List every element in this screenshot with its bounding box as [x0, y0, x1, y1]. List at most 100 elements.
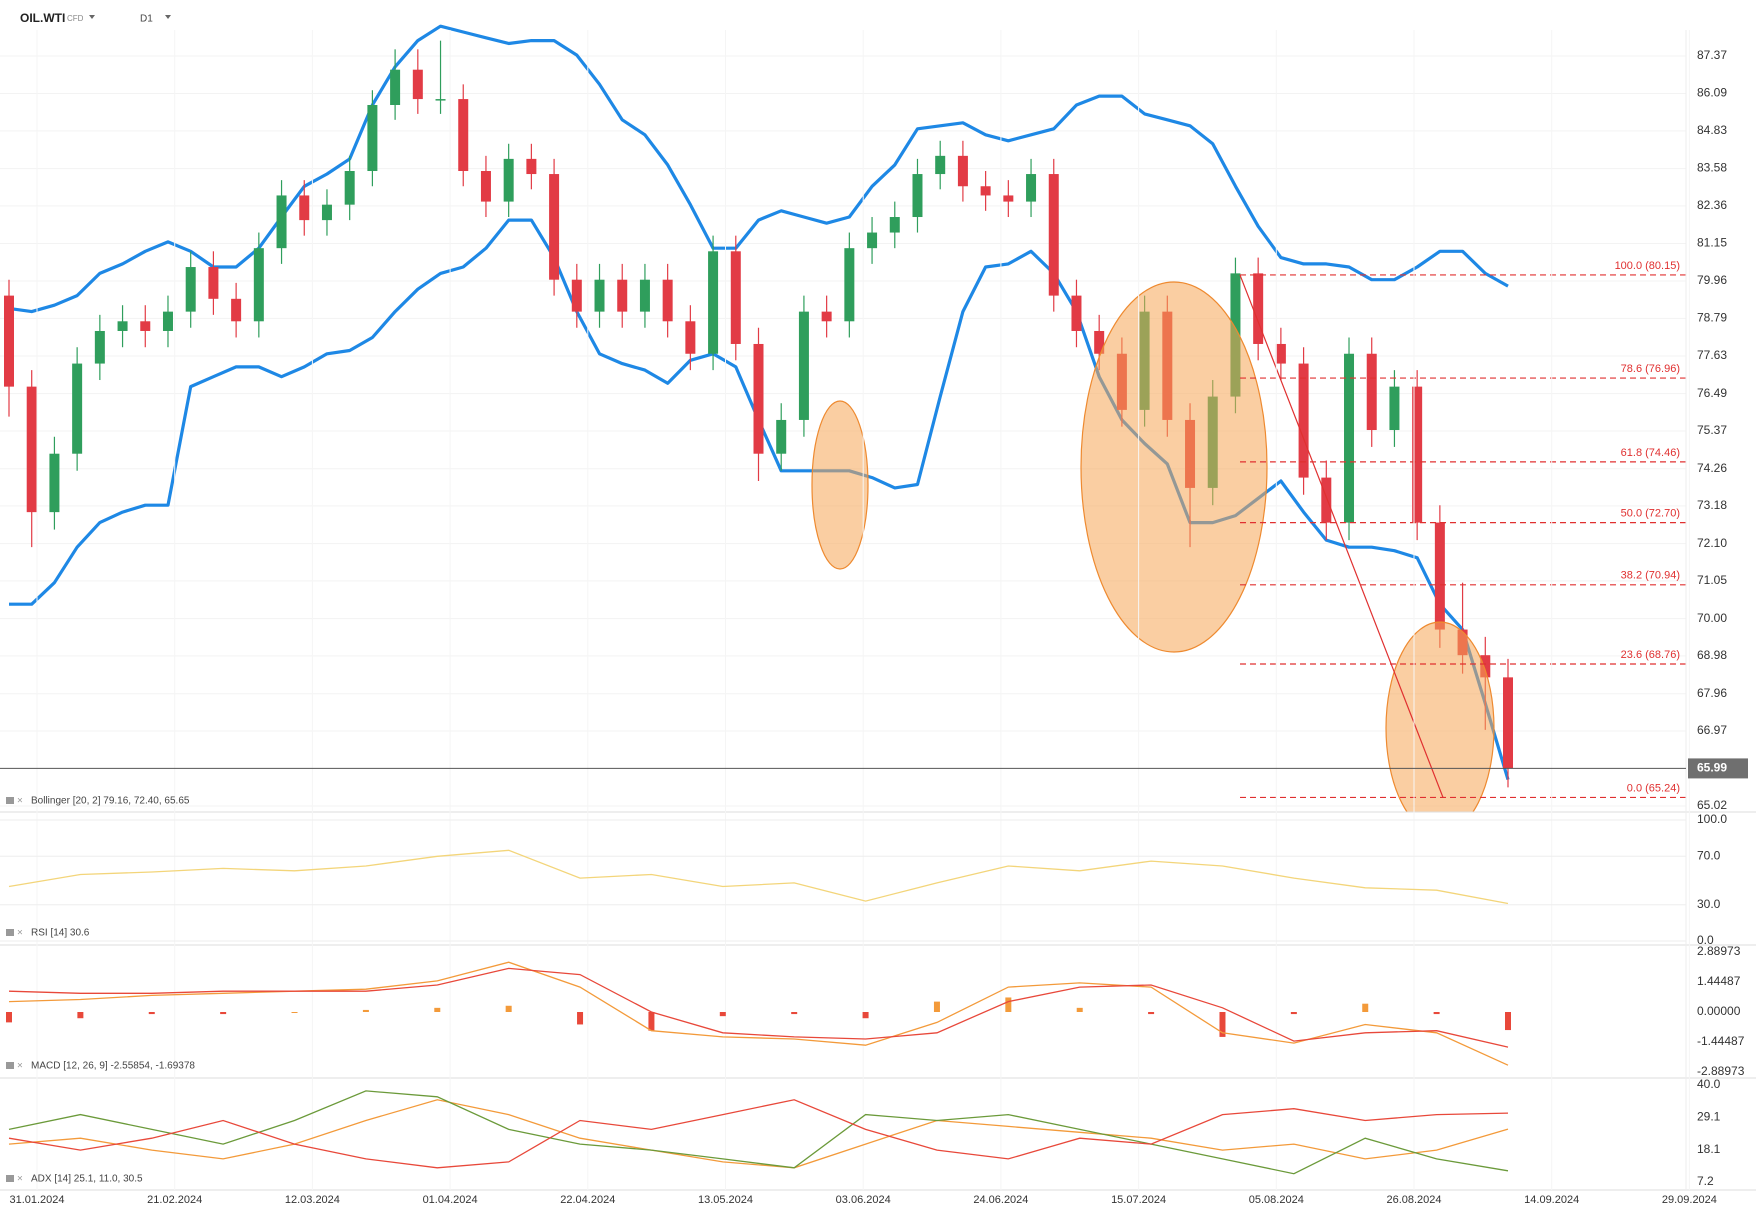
histogram-bar — [291, 1012, 298, 1013]
fib-label: 50.0 (72.70) — [1621, 507, 1680, 519]
fib-label: 78.6 (76.96) — [1621, 363, 1680, 375]
candle-body — [889, 217, 900, 233]
candle-body — [162, 311, 173, 331]
date-label: 03.06.2024 — [836, 1194, 891, 1206]
date-label: 12.03.2024 — [285, 1194, 340, 1206]
symbol-dropdown[interactable] — [89, 15, 95, 19]
indicator-tick-label: 0.0 — [1697, 933, 1714, 947]
candle-body — [1366, 353, 1377, 431]
candle-body — [72, 363, 83, 454]
date-label: 01.04.2024 — [423, 1194, 478, 1206]
indicator-close: × — [17, 1061, 23, 1072]
indicator-label: RSI [14] 30.6 — [31, 928, 90, 939]
histogram-bar — [862, 1012, 869, 1019]
fib-trendline — [1239, 274, 1444, 798]
candle-body — [617, 279, 628, 312]
candle-body — [980, 186, 991, 196]
indicator-line — [8, 961, 1509, 1066]
price-tick-label: 68.98 — [1697, 648, 1727, 662]
overlay: 87.37 86.09 84.83 83.58 82.36 81.15 79.96 78.79… — [0, 30, 1756, 1206]
price-tick-label: 67.96 — [1697, 686, 1727, 700]
histogram-bar — [220, 1012, 227, 1015]
candle-body — [1389, 386, 1400, 431]
candle-body — [321, 204, 332, 221]
indicator-tick-label: 0.00000 — [1697, 1004, 1741, 1018]
candle-body — [117, 321, 128, 331]
histogram-bar — [719, 1012, 726, 1017]
candle-body — [753, 343, 764, 454]
price-tick-label: 74.26 — [1697, 461, 1727, 475]
price-tick-label: 72.10 — [1697, 536, 1727, 550]
date-label: 21.02.2024 — [147, 1194, 202, 1206]
date-label: 29.09.2024 — [1662, 1194, 1717, 1206]
candle-body — [1344, 353, 1355, 523]
indicator-close: × — [17, 1174, 23, 1185]
candle-body — [912, 174, 923, 218]
indicator-tick-label: 29.1 — [1697, 1109, 1721, 1123]
candle-body — [299, 195, 310, 221]
histogram-bar — [1290, 1012, 1297, 1015]
price-tick-label: 66.97 — [1697, 723, 1727, 737]
candle-body — [844, 248, 855, 322]
date-label: 14.09.2024 — [1524, 1194, 1579, 1206]
fib-label: 0.0 (65.24) — [1627, 782, 1680, 794]
histogram-bar — [791, 1012, 798, 1015]
symbol[interactable]: OIL.WTI — [20, 11, 65, 25]
indicator-icon — [6, 797, 14, 804]
fib-label: 23.6 (68.76) — [1621, 649, 1680, 661]
candle-body — [730, 251, 741, 344]
candle-body — [526, 158, 537, 175]
date-label: 26.08.2024 — [1386, 1194, 1441, 1206]
indicator-tick-label: 1.44487 — [1697, 974, 1741, 988]
histogram-bar — [1433, 1012, 1440, 1015]
histogram-bar — [1005, 997, 1012, 1012]
histogram-bar — [1505, 1012, 1511, 1031]
indicator-icon — [6, 1062, 14, 1069]
price-tick-label: 65.02 — [1697, 798, 1727, 812]
candle-body — [344, 171, 355, 205]
candle-body — [1275, 343, 1286, 364]
price-tick-label: 79.96 — [1697, 273, 1727, 287]
indicator-label: MACD [12, 26, 9] -2.55854, -1.69378 — [31, 1061, 195, 1072]
indicator-tick-label: -1.44487 — [1697, 1034, 1745, 1048]
histogram-bar — [577, 1012, 584, 1025]
candle-body — [185, 267, 196, 312]
current-price-label: 65.99 — [1697, 761, 1727, 775]
histogram-bar — [6, 1012, 12, 1023]
histogram-bar — [434, 1007, 441, 1012]
candle-body — [1298, 363, 1309, 478]
price-tick-label: 73.18 — [1697, 498, 1727, 512]
price-tick-label: 81.15 — [1697, 236, 1727, 250]
timeframe-dropdown[interactable] — [165, 15, 171, 19]
candle-body — [957, 155, 968, 187]
indicator-tick-label: 2.88973 — [1697, 944, 1741, 958]
candle-body — [458, 99, 469, 172]
indicator-line — [8, 1099, 1509, 1169]
candle-body — [1321, 477, 1332, 523]
indicator-line — [8, 849, 1509, 905]
candle-body — [935, 155, 946, 175]
price-tick-label: 71.05 — [1697, 573, 1727, 587]
indicator-tick-label: 18.1 — [1697, 1142, 1721, 1156]
fib-label: 38.2 (70.94) — [1621, 570, 1680, 582]
indicator-icon — [6, 929, 14, 936]
candle-body — [1048, 174, 1059, 296]
candle-body — [798, 311, 809, 420]
current-price-box — [1688, 758, 1748, 779]
indicator-label: ADX [14] 25.1, 11.0, 30.5 — [31, 1174, 143, 1185]
candle-body — [503, 158, 514, 202]
candle-body — [1094, 330, 1105, 354]
price-tick-label: 83.58 — [1697, 161, 1727, 175]
candle-body — [26, 386, 37, 513]
indicator-label: Bollinger [20, 2] 79.16, 72.40, 65.65 — [31, 796, 190, 807]
indicator-close: × — [17, 928, 23, 939]
histogram-bar — [1219, 1012, 1226, 1037]
histogram-bar — [505, 1005, 512, 1012]
candle-body — [1026, 174, 1037, 202]
indicator-tick-label: 7.2 — [1697, 1174, 1714, 1188]
date-label: 24.06.2024 — [973, 1194, 1028, 1206]
instrument-type: CFD — [67, 14, 84, 23]
candle-body — [1412, 386, 1423, 523]
timeframe[interactable]: D1 — [140, 14, 153, 25]
